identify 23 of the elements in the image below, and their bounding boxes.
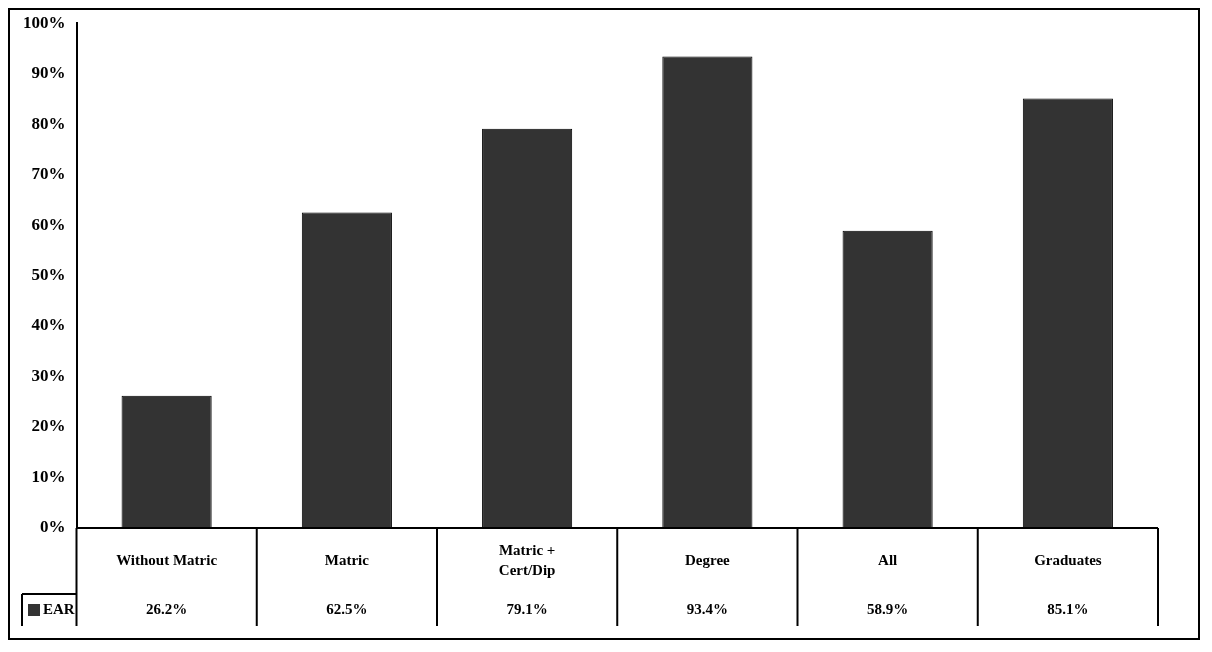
x-tick-label: Without Matric: [116, 551, 218, 568]
y-tick-label: 50%: [31, 264, 66, 284]
y-tick-label: 30%: [31, 365, 66, 385]
y-tick-label: 40%: [31, 315, 66, 335]
data-label: 79.1%: [506, 600, 548, 617]
y-tick-label: 70%: [31, 164, 66, 184]
x-tick-label: All: [878, 551, 898, 568]
y-tick-label: 0%: [40, 517, 66, 537]
y-tick-label: 10%: [31, 466, 66, 486]
data-label: 58.9%: [867, 600, 909, 617]
data-label: 62.5%: [326, 600, 368, 617]
y-tick-label: 20%: [31, 416, 66, 436]
x-tick-label: Matric + Cert/Dip: [498, 541, 556, 578]
x-tick-label: Degree: [685, 551, 731, 568]
y-tick-label: 100%: [23, 12, 66, 32]
data-label: 93.4%: [686, 600, 728, 617]
data-label: 26.2%: [146, 600, 188, 617]
data-label: 85.1%: [1047, 600, 1089, 617]
y-tick-label: 90%: [31, 63, 66, 83]
x-tick-label: Matric: [324, 551, 370, 568]
x-tick-label: Graduates: [1034, 551, 1102, 568]
y-tick-label: 80%: [31, 113, 66, 133]
y-tick-label: 60%: [31, 214, 66, 234]
